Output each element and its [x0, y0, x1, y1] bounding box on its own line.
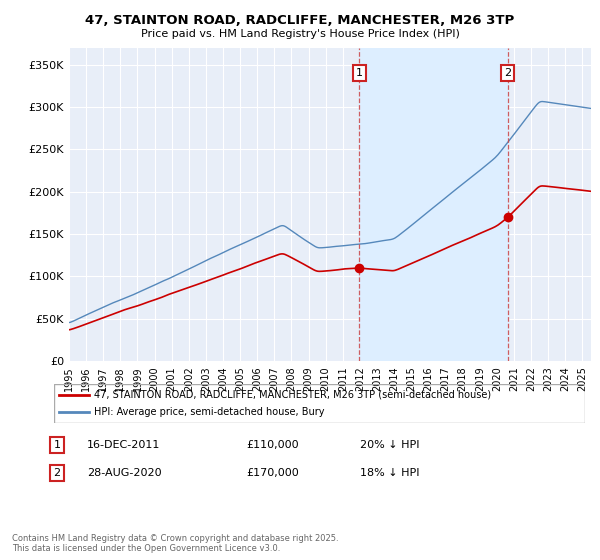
Text: 1: 1	[53, 440, 61, 450]
Text: 20% ↓ HPI: 20% ↓ HPI	[360, 440, 419, 450]
Text: 2: 2	[53, 468, 61, 478]
Text: 2: 2	[504, 68, 511, 78]
Text: £170,000: £170,000	[246, 468, 299, 478]
Text: 1: 1	[356, 68, 363, 78]
Text: 28-AUG-2020: 28-AUG-2020	[87, 468, 161, 478]
Bar	[359, 48, 508, 361]
Text: 47, STAINTON ROAD, RADCLIFFE, MANCHESTER, M26 3TP (semi-detached house): 47, STAINTON ROAD, RADCLIFFE, MANCHESTER…	[94, 390, 491, 400]
Text: 47, STAINTON ROAD, RADCLIFFE, MANCHESTER, M26 3TP: 47, STAINTON ROAD, RADCLIFFE, MANCHESTER…	[85, 14, 515, 27]
Text: £110,000: £110,000	[246, 440, 299, 450]
Text: Price paid vs. HM Land Registry's House Price Index (HPI): Price paid vs. HM Land Registry's House …	[140, 29, 460, 39]
Text: 16-DEC-2011: 16-DEC-2011	[87, 440, 160, 450]
Text: Contains HM Land Registry data © Crown copyright and database right 2025.
This d: Contains HM Land Registry data © Crown c…	[12, 534, 338, 553]
Text: HPI: Average price, semi-detached house, Bury: HPI: Average price, semi-detached house,…	[94, 407, 325, 417]
Text: 18% ↓ HPI: 18% ↓ HPI	[360, 468, 419, 478]
